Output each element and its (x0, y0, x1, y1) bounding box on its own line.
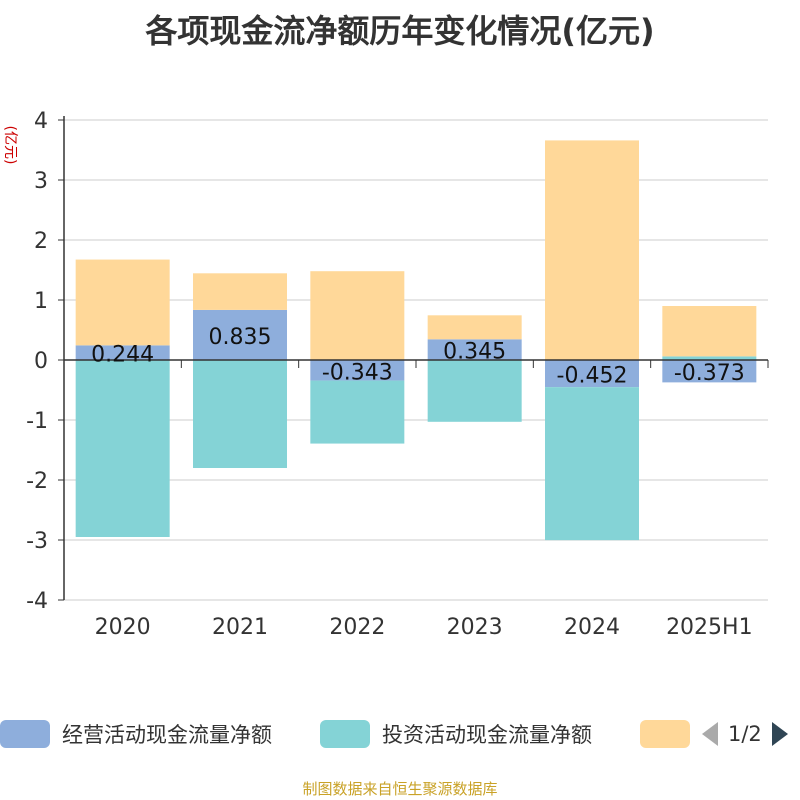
data-label-2025H1: -0.373 (674, 361, 745, 386)
bar-2020-series-0 (75, 345, 170, 360)
bar-2021-series-2 (193, 273, 287, 310)
chart-title: 各项现金流净额历年变化情况(亿元) (145, 12, 655, 50)
y-tick-label: 0 (34, 349, 48, 374)
bar-2023-series-1 (427, 360, 522, 422)
bar-2025H1-series-2 (662, 306, 757, 357)
bar-2025H1-series-1 (662, 356, 757, 360)
bar-2024-series-0 (545, 360, 639, 388)
bar-2024-series-2 (545, 140, 639, 360)
y-tick-label: -2 (26, 469, 48, 494)
bar-2022-series-0 (310, 360, 405, 381)
bar-2021-series-1 (193, 360, 287, 468)
source-footer: 制图数据来自恒生聚源数据库 (302, 780, 498, 798)
legend-item-investing[interactable]: 投资活动现金流量净额 (320, 716, 592, 752)
bar-2021-series-0 (193, 309, 287, 360)
x-tick-label: 2024 (564, 615, 620, 640)
data-label-2024: -0.452 (557, 364, 628, 389)
legend-swatch-operating (0, 720, 50, 748)
legend: 经营活动现金流量净额 投资活动现金流量净额 1/2 (0, 716, 800, 752)
bar-2025H1-series-0 (662, 360, 757, 383)
x-tick-label: 2020 (95, 615, 151, 640)
data-label-2020: 0.244 (91, 343, 154, 368)
data-label-2023: 0.345 (443, 340, 506, 365)
bar-2024-series-1 (545, 387, 639, 541)
y-tick-label: 1 (34, 289, 48, 314)
bars (75, 140, 757, 541)
y-tick-label: -1 (26, 409, 48, 434)
bar-2023-series-0 (427, 339, 522, 360)
y-axis-label: (亿元) (2, 126, 18, 165)
x-tick-label: 2023 (447, 615, 503, 640)
x-tick-label: 2021 (212, 615, 268, 640)
grid-lines (64, 119, 768, 601)
pager-prev-icon[interactable] (700, 720, 720, 748)
legend-item-operating[interactable]: 经营活动现金流量净额 (0, 716, 272, 752)
legend-label-operating: 经营活动现金流量净额 (62, 723, 272, 747)
legend-item-financing[interactable] (640, 716, 702, 752)
data-label-2022: -0.343 (322, 360, 393, 385)
bar-2022-series-2 (310, 271, 405, 360)
y-tick-label: -4 (26, 589, 48, 614)
bar-2022-series-1 (310, 380, 405, 444)
legend-label-investing: 投资活动现金流量净额 (382, 723, 592, 747)
y-tick-label: -3 (26, 529, 48, 554)
legend-pager: 1/2 (700, 716, 790, 752)
bar-2020-series-2 (75, 259, 170, 346)
x-tick-label: 2025H1 (666, 615, 753, 640)
data-labels: 0.244 0.835 -0.343 0.345 -0.452 -0.373 (91, 325, 745, 389)
data-label-2021: 0.835 (209, 325, 272, 350)
bar-2023-series-2 (427, 315, 522, 340)
legend-swatch-financing (640, 720, 690, 748)
pager-text: 1/2 (728, 722, 762, 746)
x-tick-label: 2022 (329, 615, 385, 640)
pager-next-icon[interactable] (770, 720, 790, 748)
bar-2020-series-1 (75, 360, 170, 537)
y-tick-label: 3 (34, 169, 48, 194)
y-tick-label: 4 (34, 109, 48, 134)
axes: 4 3 2 1 0 -1 -2 -3 -4 2020 2021 2022 2023 2024 2025H1 (26, 109, 769, 640)
legend-swatch-investing (320, 720, 370, 748)
y-tick-label: 2 (34, 229, 48, 254)
